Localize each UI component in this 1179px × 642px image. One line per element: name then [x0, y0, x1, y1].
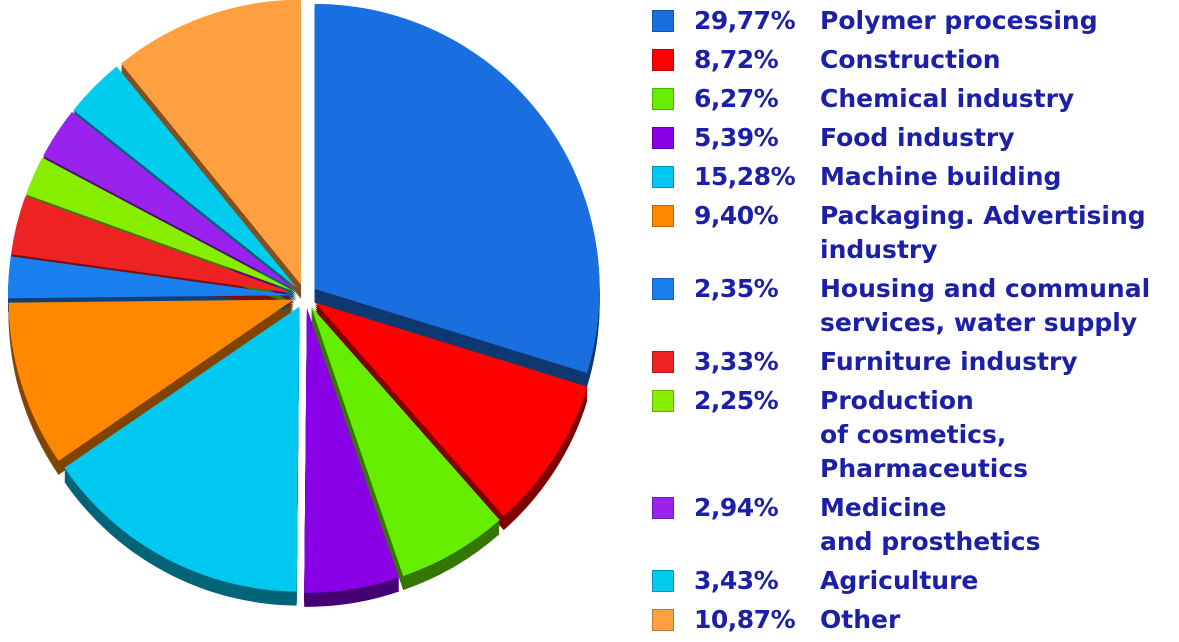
legend-swatch: [652, 49, 674, 71]
legend-label: Agriculture: [820, 566, 979, 595]
legend-item: 5,39% Food industry: [652, 121, 1179, 160]
legend: 29,77% Polymer processing 8,72% Constructio…: [652, 4, 1179, 642]
legend-value: 3,43%: [694, 566, 779, 595]
legend-label: Construction: [820, 45, 1001, 74]
legend-label: Polymer processing: [820, 6, 1098, 35]
legend-item: 2,25% Production of cosmetics, Pharmaceut…: [652, 384, 1179, 491]
legend-item: 3,33% Furniture industry: [652, 345, 1179, 384]
legend-swatch: [652, 351, 674, 373]
slice: [304, 307, 400, 593]
legend-label: Packaging. Advertising industry: [820, 201, 1146, 264]
legend-swatch: [652, 390, 674, 412]
slice: [311, 306, 500, 577]
slice: [121, 0, 301, 285]
legend-value: 15,28%: [694, 162, 796, 191]
legend-item: 29,77% Polymer processing: [652, 4, 1179, 43]
legend-swatch: [652, 166, 674, 188]
slice: [8, 256, 294, 299]
legend-swatch: [652, 497, 674, 519]
legend-item: 3,43% Agriculture: [652, 564, 1179, 603]
legend-label: Furniture industry: [820, 347, 1078, 376]
legend-value: 6,27%: [694, 84, 779, 113]
legend-swatch: [652, 205, 674, 227]
legend-item: 15,28% Machine building: [652, 160, 1179, 199]
slice: [73, 66, 297, 288]
slice: [11, 196, 294, 294]
legend-swatch: [652, 127, 674, 149]
legend-label: Chemical industry: [820, 84, 1075, 113]
legend-label: Production of cosmetics, Pharmaceutics: [820, 386, 1029, 483]
legend-item: 8,72% Construction: [652, 43, 1179, 82]
legend-label: Other: [820, 605, 901, 634]
slice: [8, 299, 294, 461]
legend-value: 29,77%: [694, 6, 796, 35]
legend-value: 5,39%: [694, 123, 779, 152]
slice: [314, 3, 600, 374]
legend-swatch: [652, 10, 674, 32]
legend-label: Medicine and prosthetics: [820, 493, 1041, 556]
legend-value: 2,35%: [694, 274, 779, 303]
slice: [64, 306, 300, 592]
legend-swatch: [652, 609, 674, 631]
legend-value: 8,72%: [694, 45, 779, 74]
slice: [43, 111, 295, 290]
pie-chart: [8, 0, 600, 607]
legend-item: 2,35% Housing and communal services, wate…: [652, 272, 1179, 345]
legend-item: 6,27% Chemical industry: [652, 82, 1179, 121]
legend-label: Food industry: [820, 123, 1015, 152]
legend-value: 3,33%: [694, 347, 779, 376]
legend-label: Housing and communal services, water sup…: [820, 274, 1151, 337]
legend-value: 10,87%: [694, 605, 796, 634]
legend-item: 2,94% Medicine and prosthetics: [652, 491, 1179, 564]
slice: [315, 302, 588, 517]
legend-item: 9,40% Packaging. Advertising industry: [652, 199, 1179, 272]
legend-value: 2,94%: [694, 493, 779, 522]
slice: [25, 157, 295, 292]
legend-swatch: [652, 278, 674, 300]
page: {"chart_data": {"type": "pie", "categori…: [8, 0, 1151, 634]
legend-value: 2,25%: [694, 386, 779, 415]
legend-label: Machine building: [820, 162, 1062, 191]
legend-swatch: [652, 570, 674, 592]
legend-value: 9,40%: [694, 201, 779, 230]
legend-swatch: [652, 88, 674, 110]
